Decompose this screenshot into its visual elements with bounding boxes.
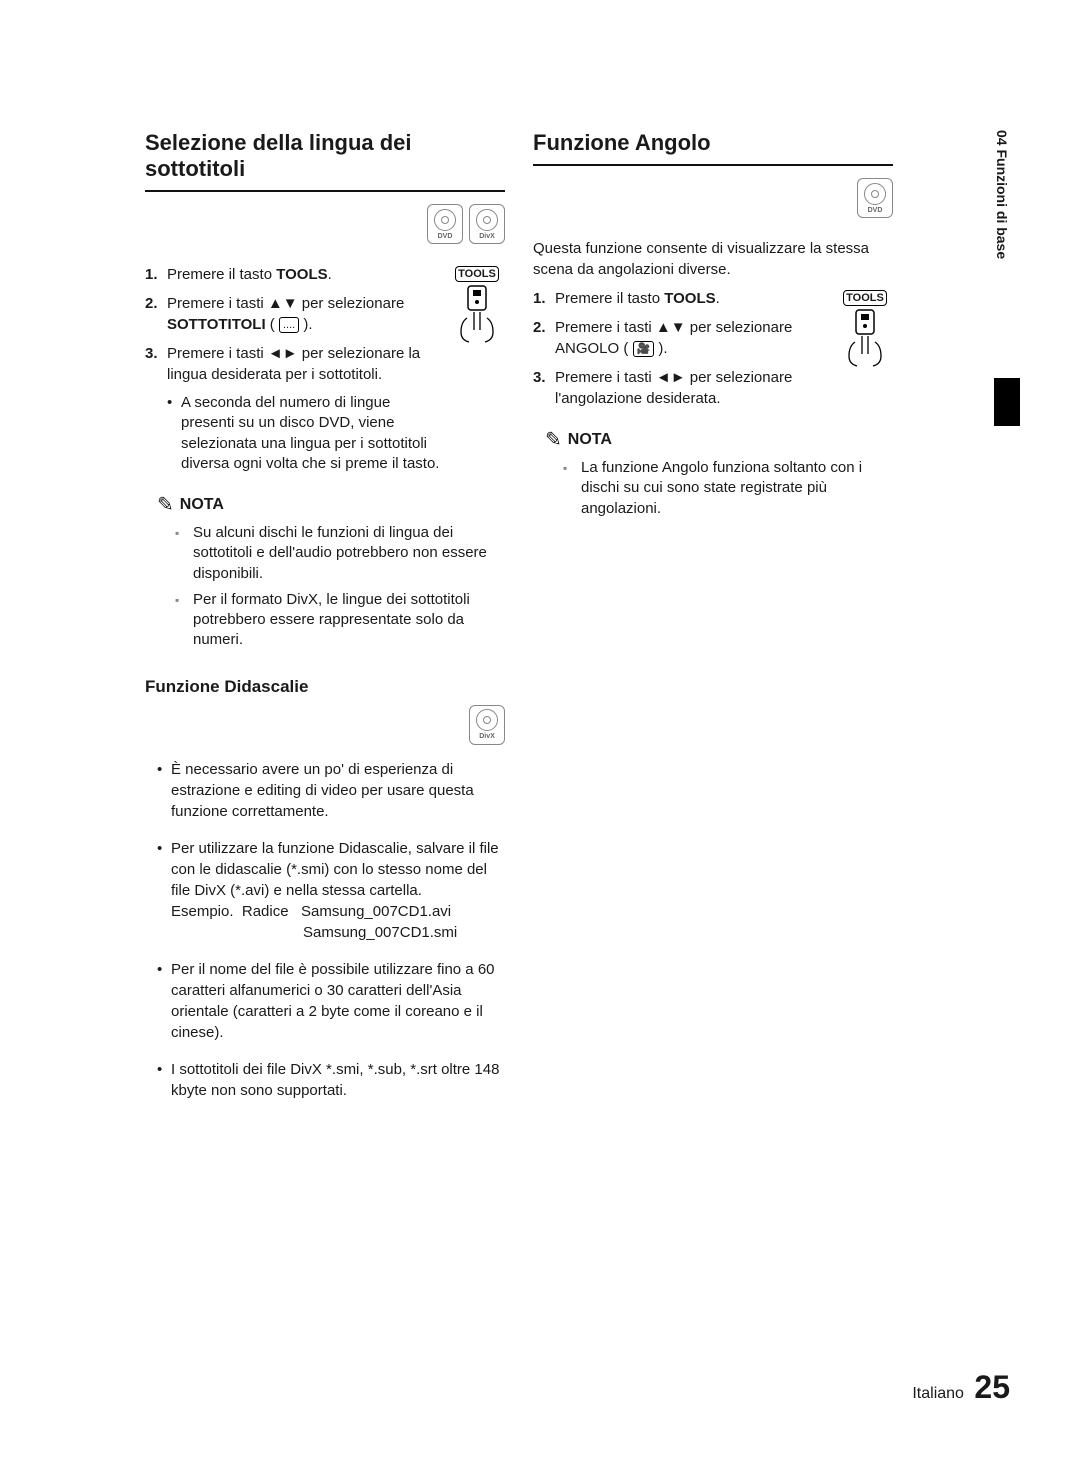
- disc-icon: [864, 183, 886, 205]
- steps-block: TOOLS 1. Premere il tasto TOOLS. 2. Prem…: [145, 264, 505, 474]
- step-3: 3. Premere i tasti ◄► per selezionare la…: [145, 343, 445, 385]
- tools-remote-hint: TOOLS: [837, 288, 893, 373]
- nota-label: NOTA: [568, 431, 612, 449]
- disc-label: DVD: [868, 207, 883, 214]
- chapter-tab-text: 04 Funzioni di base: [994, 130, 1010, 259]
- disc-badges: DivX: [145, 705, 505, 745]
- nota-heading: ✎ NOTA: [157, 492, 505, 517]
- nota-list: La funzione Angolo funziona soltanto con…: [533, 458, 893, 519]
- disc-icon: [476, 709, 498, 731]
- content-columns: Selezione della lingua dei sottotitoli D…: [145, 130, 1020, 1117]
- step-2: 2. Premere i tasti ▲▼ per selezionare AN…: [533, 317, 833, 359]
- right-column: Funzione Angolo DVD Questa funzione cons…: [533, 130, 893, 1117]
- nota-item: Su alcuni dischi le funzioni di lingua d…: [175, 523, 505, 584]
- tools-remote-hint: TOOLS: [449, 264, 505, 349]
- numbered-steps: 1. Premere il tasto TOOLS. 2. Premere i …: [145, 264, 445, 385]
- step-1: 1. Premere il tasto TOOLS.: [145, 264, 445, 285]
- disc-badge-dvd: DVD: [857, 178, 893, 218]
- thumb-index-block: [994, 378, 1020, 426]
- bullet-item: I sottotitoli dei file DivX *.smi, *.sub…: [157, 1059, 505, 1101]
- bullet-item: Per il nome del file è possibile utilizz…: [157, 959, 505, 1043]
- bullet-item: È necessario avere un po' di esperienza …: [157, 759, 505, 822]
- nota-icon: ✎: [157, 492, 174, 517]
- angle-inline-icon: 🎥: [633, 341, 655, 357]
- nota-list: Su alcuni dischi le funzioni di lingua d…: [145, 523, 505, 651]
- subsection-heading-caption: Funzione Didascalie: [145, 677, 505, 697]
- section-heading-subtitle-language: Selezione della lingua dei sottotitoli: [145, 130, 505, 192]
- bullet-item: Per utilizzare la funzione Didascalie, s…: [157, 838, 505, 943]
- sub-bullet-item: A seconda del numero di lingue presenti …: [167, 393, 445, 474]
- angle-intro: Questa funzione consente di visualizzare…: [533, 238, 893, 280]
- section-heading-angle: Funzione Angolo: [533, 130, 893, 166]
- numbered-steps: 1. Premere il tasto TOOLS. 2. Premere i …: [533, 288, 833, 409]
- tools-label: TOOLS: [455, 266, 499, 282]
- footer-page-number: 25: [974, 1369, 1010, 1405]
- nota-item: La funzione Angolo funziona soltanto con…: [563, 458, 893, 519]
- left-column: Selezione della lingua dei sottotitoli D…: [145, 130, 505, 1117]
- disc-badge-dvd: DVD: [427, 204, 463, 244]
- step-sub-bullet: A seconda del numero di lingue presenti …: [145, 393, 445, 474]
- nota-heading: ✎ NOTA: [545, 427, 893, 452]
- nota-label: NOTA: [180, 496, 224, 514]
- nota-icon: ✎: [545, 427, 562, 452]
- step-2: 2. Premere i tasti ▲▼ per selezionare SO…: [145, 293, 445, 335]
- subtitle-inline-icon: ....: [279, 317, 299, 333]
- step-1: 1. Premere il tasto TOOLS.: [533, 288, 833, 309]
- tools-label: TOOLS: [843, 290, 887, 306]
- disc-icon: [434, 209, 456, 231]
- step-3: 3. Premere i tasti ◄► per selezionare l'…: [533, 367, 833, 409]
- disc-badge-divx: DivX: [469, 204, 505, 244]
- steps-block: TOOLS 1. Premere il tasto TOOLS. 2. Prem…: [533, 288, 893, 409]
- remote-hand-icon: [837, 308, 893, 373]
- chapter-tab: 04 Funzioni di base: [994, 130, 1020, 370]
- disc-icon: [476, 209, 498, 231]
- disc-label: DVD: [438, 233, 453, 240]
- disc-badge-divx: DivX: [469, 705, 505, 745]
- disc-badges: DVD DivX: [145, 204, 505, 244]
- footer-language: Italiano: [912, 1385, 964, 1402]
- page-footer: Italiano 25: [912, 1369, 1010, 1406]
- manual-page: 04 Funzioni di base Selezione della ling…: [0, 0, 1080, 1476]
- nota-item: Per il formato DivX, le lingue dei sotto…: [175, 590, 505, 651]
- disc-label: DivX: [479, 233, 495, 240]
- remote-hand-icon: [449, 284, 505, 349]
- caption-bullets: È necessario avere un po' di esperienza …: [145, 759, 505, 1101]
- disc-badges: DVD: [533, 178, 893, 218]
- disc-label: DivX: [479, 733, 495, 740]
